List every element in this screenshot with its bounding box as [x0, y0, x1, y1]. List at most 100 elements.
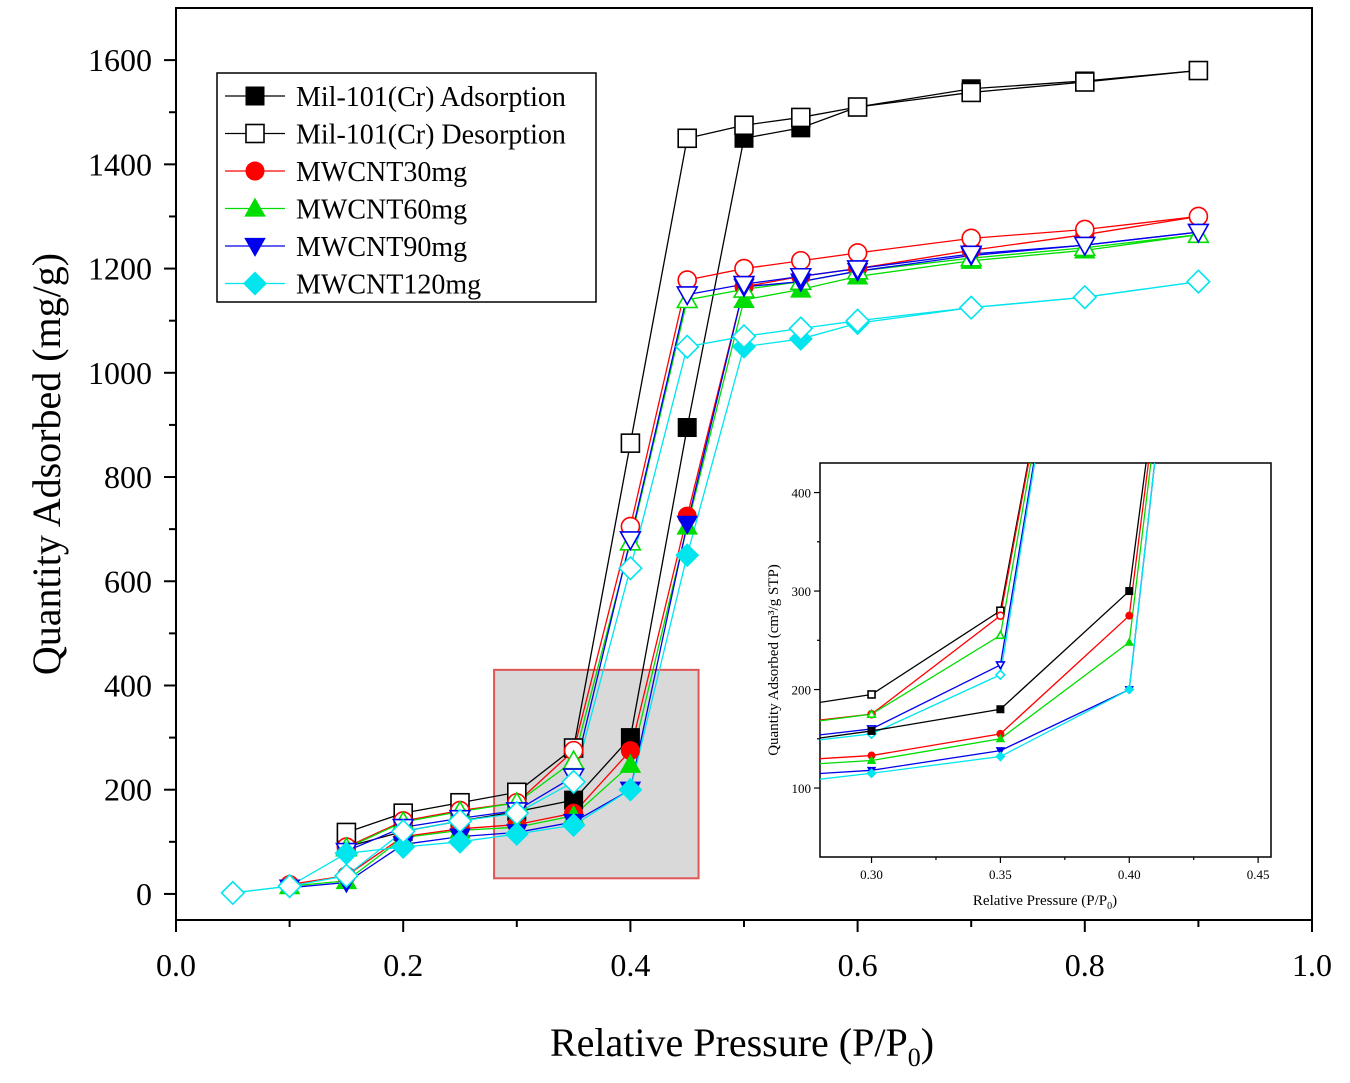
- legend-label: MWCNT30mg: [296, 157, 467, 188]
- inset-x-tick-label: 0.35: [989, 867, 1012, 882]
- data-point: [734, 115, 754, 136]
- legend-label: Mil-101(Cr) Adsorption: [296, 82, 566, 113]
- inset-y-tick-label: 100: [792, 781, 812, 796]
- data-point: [1187, 223, 1210, 244]
- data-point: [1075, 72, 1095, 92]
- x-tick-label: 0.6: [838, 947, 878, 983]
- data-point: [619, 753, 642, 773]
- data-point: [790, 107, 811, 128]
- legend-marker: [245, 161, 265, 181]
- data-point: [620, 433, 641, 453]
- data-point: [619, 531, 642, 552]
- data-point: [504, 822, 529, 846]
- inset-data-point: [866, 755, 877, 764]
- legend-label: MWCNT120mg: [296, 270, 481, 301]
- inset-x-tick-label: 0.45: [1247, 867, 1270, 882]
- data-point: [961, 82, 982, 103]
- data-point: [675, 286, 699, 307]
- data-point: [391, 835, 416, 859]
- y-tick-label: 1400: [88, 146, 152, 182]
- inset-data-point: [995, 629, 1006, 640]
- data-point: [1072, 284, 1098, 310]
- data-point: [390, 819, 416, 844]
- zoom-highlight-region: [493, 668, 700, 880]
- inset-data-point: [995, 661, 1006, 671]
- legend-marker: [245, 86, 265, 106]
- data-point: [734, 258, 754, 279]
- inset-y-tick-label: 300: [792, 584, 812, 599]
- data-point: [448, 829, 472, 854]
- data-point: [847, 243, 868, 263]
- main-markers-group: [220, 60, 1211, 906]
- inset-data-point: [866, 768, 877, 779]
- y-tick-label: 600: [104, 563, 152, 599]
- inset-y-tick-label: 400: [792, 486, 812, 501]
- inset-data-point: [995, 733, 1006, 743]
- data-point: [677, 128, 698, 149]
- data-point: [733, 288, 755, 308]
- inset-data-point: [867, 726, 876, 735]
- y-tick-label: 400: [104, 667, 152, 703]
- data-point: [1188, 60, 1209, 81]
- inset-series-line: [820, 463, 1032, 722]
- data-point: [447, 808, 473, 834]
- inset-data-point: [1125, 587, 1134, 596]
- inset-x-tick-label: 0.40: [1118, 867, 1141, 882]
- inset-data-point: [1124, 637, 1134, 646]
- inset-data-point: [996, 611, 1005, 620]
- data-point: [847, 97, 868, 117]
- y-tick-label: 1000: [88, 355, 152, 391]
- inset-data-point: [1125, 611, 1134, 620]
- legend-marker: [243, 271, 267, 296]
- inset-series-line: [820, 463, 1036, 741]
- inset-y-axis-label: Quantity Adsorbed (cm³/g STP): [766, 564, 782, 756]
- inset-plot-frame: [819, 462, 1272, 858]
- data-point: [731, 323, 757, 349]
- x-tick-label: 0.8: [1065, 947, 1105, 983]
- data-point: [674, 334, 700, 360]
- y-tick-label: 200: [104, 772, 152, 808]
- data-point: [677, 418, 697, 438]
- legend-marker: [244, 237, 266, 257]
- inset-data-point: [867, 690, 876, 699]
- inset-data-point: [995, 747, 1006, 756]
- data-point: [277, 873, 302, 899]
- x-tick-label: 0.2: [383, 947, 423, 983]
- legend-marker: [245, 123, 265, 144]
- main-axis-ticks: 0.0 0.2 0.4 0.6 0.8 1.0 0 200 400 600 800 1000 1200 1…: [88, 42, 1332, 983]
- inset-series-line: [820, 463, 1030, 721]
- data-point: [1073, 236, 1097, 257]
- data-point: [618, 777, 643, 802]
- y-tick-label: 0: [136, 876, 152, 912]
- data-point: [676, 515, 698, 535]
- data-point: [958, 295, 984, 321]
- x-axis-label: Relative Pressure (P/P0): [550, 1020, 934, 1072]
- data-point: [561, 769, 586, 795]
- y-tick-label: 1600: [88, 42, 152, 78]
- inset-x-axis-label: Relative Pressure (P/P0): [973, 893, 1117, 912]
- data-point: [1188, 206, 1209, 227]
- x-tick-label: 0.4: [610, 947, 650, 983]
- inset-data-point: [994, 669, 1006, 681]
- data-point: [220, 880, 246, 906]
- inset-data-point: [1124, 684, 1135, 695]
- data-point: [1075, 219, 1095, 240]
- inset-series-line: [820, 463, 1029, 704]
- data-point: [561, 813, 586, 838]
- series-line: [289, 231, 1199, 889]
- data-point: [334, 863, 359, 889]
- inset-data-point: [866, 708, 877, 718]
- legend-box: [216, 72, 597, 303]
- y-tick-label: 800: [104, 459, 152, 495]
- data-point: [789, 267, 813, 288]
- legend-marker: [244, 197, 266, 217]
- data-point: [846, 260, 869, 281]
- y-tick-label: 1200: [88, 251, 152, 287]
- data-point: [618, 555, 643, 581]
- legend-label: MWCNT90mg: [296, 232, 467, 263]
- data-point: [1186, 269, 1211, 294]
- data-point: [845, 308, 870, 334]
- y-axis-label: Quantity Adsorbed (mg/g): [24, 253, 69, 675]
- inset-x-tick-label: 0.30: [860, 867, 883, 882]
